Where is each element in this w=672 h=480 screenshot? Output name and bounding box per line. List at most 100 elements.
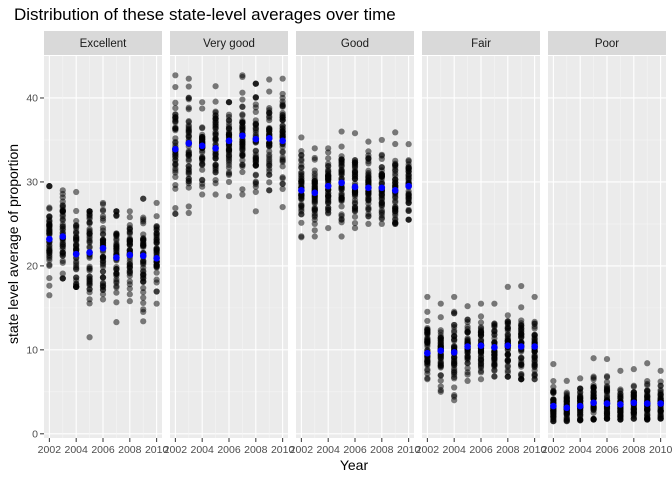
data-point	[225, 131, 233, 139]
data-point	[531, 293, 538, 301]
data-point	[630, 383, 637, 390]
data-point	[172, 181, 179, 189]
mean-point	[99, 244, 107, 252]
data-point	[113, 232, 120, 239]
data-point	[518, 355, 525, 362]
data-point	[630, 411, 637, 418]
data-point	[113, 289, 120, 296]
data-point	[325, 176, 332, 183]
data-point	[113, 212, 120, 220]
data-point	[464, 353, 471, 360]
data-point	[212, 167, 219, 174]
data-point	[437, 300, 444, 307]
data-point	[46, 262, 53, 269]
data-point	[351, 225, 359, 232]
data-point	[279, 163, 286, 170]
data-point	[140, 195, 147, 202]
data-point	[46, 204, 53, 211]
data-point	[311, 207, 318, 214]
mean-point	[365, 184, 372, 192]
data-point	[46, 229, 53, 236]
data-point	[550, 389, 557, 396]
x-tick-label: 2002	[38, 444, 62, 456]
mean-point	[172, 145, 179, 153]
data-point	[477, 376, 485, 383]
data-point	[126, 228, 133, 235]
data-point	[451, 329, 458, 336]
data-point	[185, 175, 192, 182]
data-point	[563, 398, 570, 406]
data-point	[657, 378, 664, 385]
data-point	[279, 149, 286, 156]
data-point	[99, 201, 107, 208]
data-point	[212, 135, 219, 142]
data-point	[338, 184, 345, 191]
mean-point	[517, 343, 525, 350]
data-point	[153, 236, 160, 244]
data-point	[172, 99, 179, 106]
data-point	[172, 104, 179, 112]
data-point	[477, 319, 485, 326]
data-point	[86, 214, 93, 221]
data-point	[392, 194, 399, 201]
y-axis-title: state level average of proportion	[5, 144, 21, 344]
data-point	[73, 207, 80, 215]
facet-very-good: Very good 2002 2004 2006 2008 2010	[164, 31, 294, 456]
data-point	[477, 300, 485, 307]
data-point	[113, 319, 120, 326]
data-point	[298, 211, 305, 218]
data-point	[351, 208, 359, 215]
data-point	[46, 183, 53, 190]
mean-point	[550, 402, 557, 410]
data-point	[392, 140, 399, 148]
mean-point	[563, 404, 571, 412]
data-point	[451, 373, 458, 381]
data-point	[252, 208, 259, 215]
data-point	[59, 275, 66, 282]
data-point	[351, 163, 359, 170]
data-point	[378, 136, 385, 144]
data-point	[563, 377, 570, 385]
data-point	[73, 224, 80, 231]
data-point	[365, 152, 372, 159]
data-point	[113, 270, 120, 277]
data-point	[464, 303, 471, 310]
data-point	[225, 126, 233, 133]
data-point	[99, 279, 107, 286]
x-tick-label: 2008	[370, 444, 394, 456]
data-point	[199, 105, 206, 112]
data-point	[212, 115, 219, 122]
data-point	[239, 150, 246, 157]
mean-point	[279, 137, 286, 145]
data-point	[279, 185, 286, 193]
data-point	[59, 190, 66, 198]
data-point	[199, 125, 206, 132]
data-point	[153, 300, 160, 307]
data-point	[577, 417, 584, 424]
data-point	[252, 156, 259, 163]
data-point	[46, 249, 53, 257]
data-point	[239, 103, 246, 111]
mean-point	[59, 233, 67, 240]
data-point	[617, 409, 624, 416]
data-point	[378, 209, 385, 217]
data-point	[172, 151, 179, 158]
mean-point	[72, 250, 80, 258]
data-point	[365, 204, 372, 211]
data-point	[225, 193, 233, 200]
data-point	[113, 278, 120, 285]
data-point	[185, 203, 192, 210]
data-point	[73, 266, 80, 273]
data-point	[99, 254, 107, 262]
data-point	[252, 104, 259, 111]
data-point	[46, 292, 53, 299]
data-point	[644, 387, 651, 394]
data-point	[298, 134, 305, 141]
mean-point	[351, 183, 359, 191]
data-point	[311, 199, 318, 206]
y-axis: 0 10 20 30 40	[26, 92, 44, 440]
data-point	[266, 187, 273, 194]
data-point	[590, 416, 597, 423]
data-point	[338, 128, 345, 135]
